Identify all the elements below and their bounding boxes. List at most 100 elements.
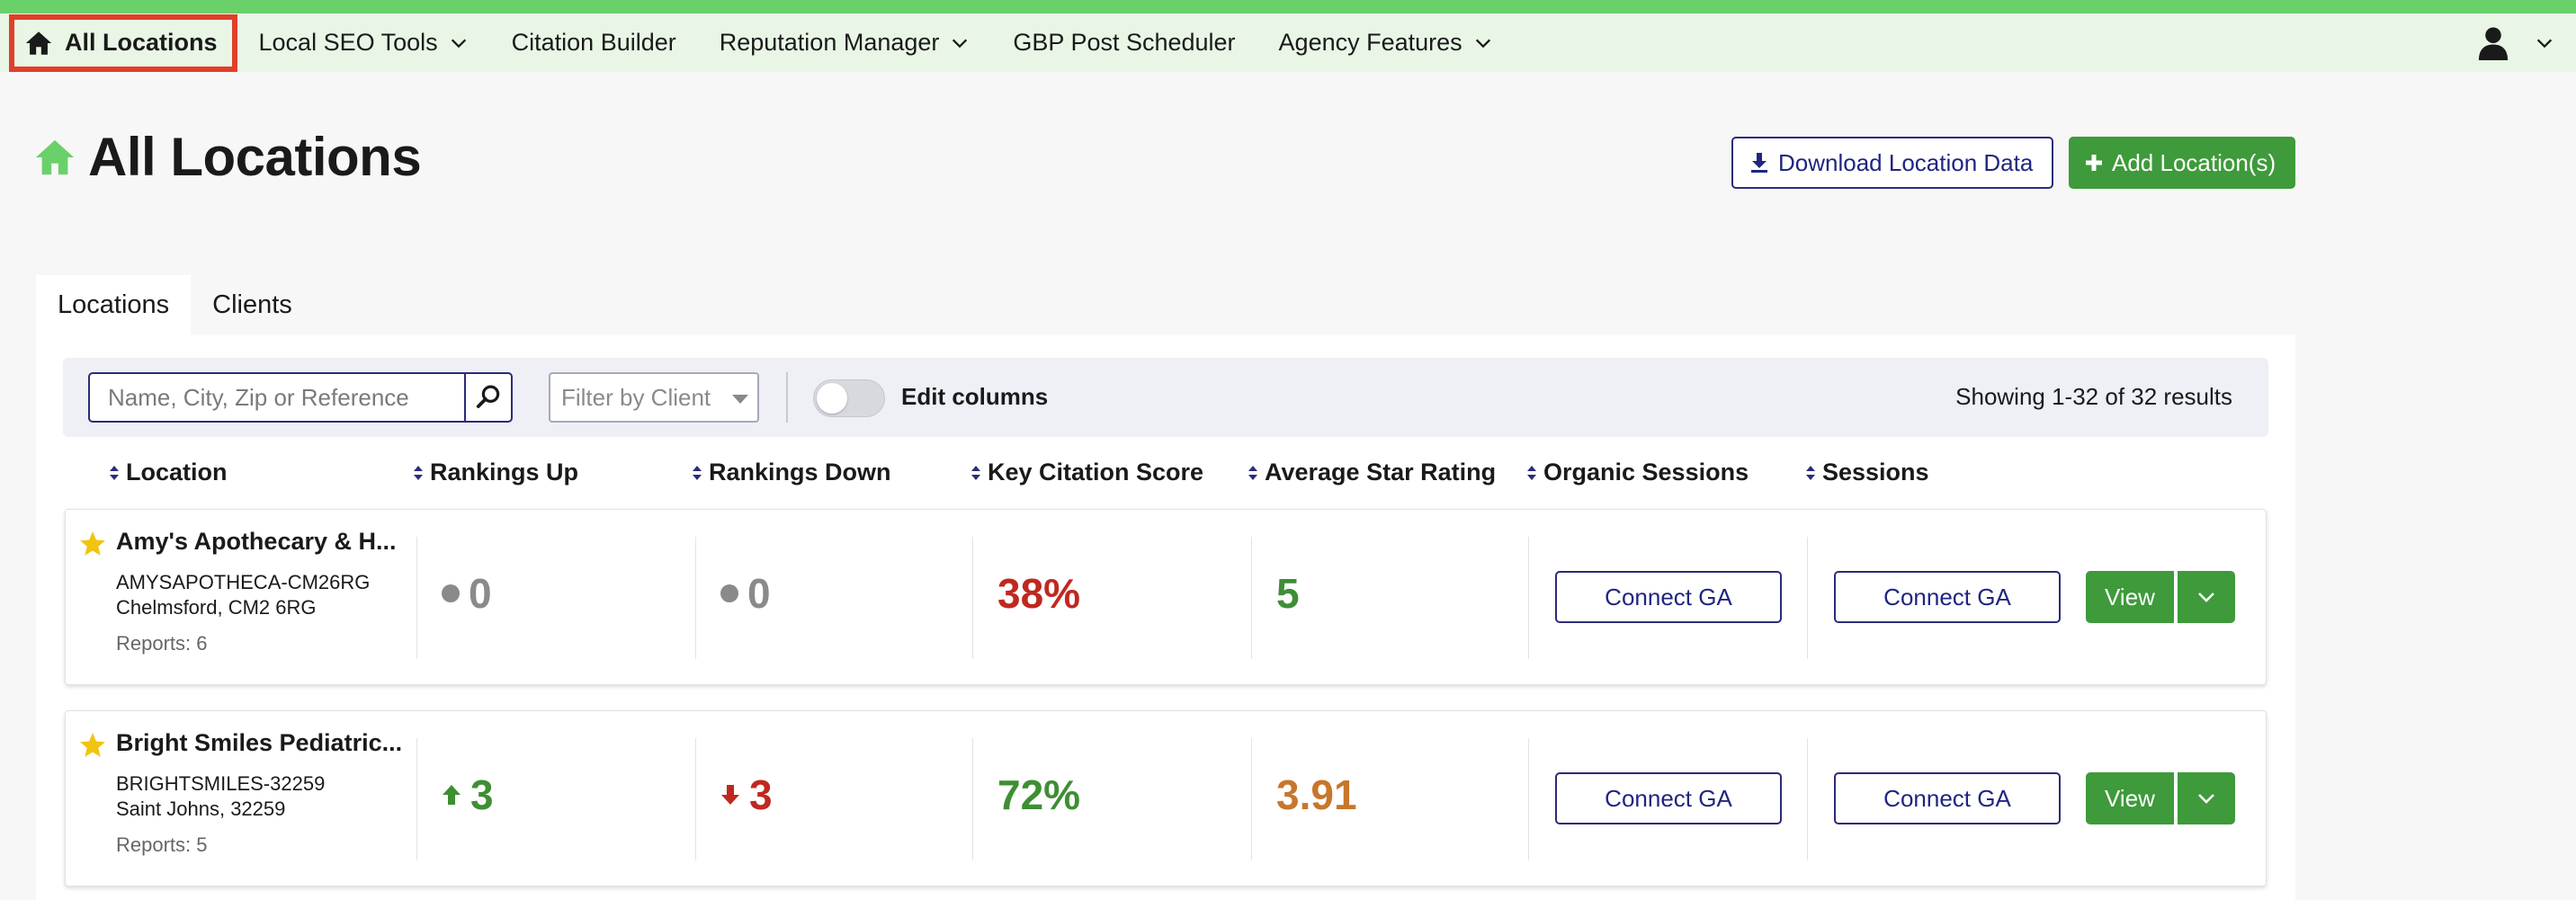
star-icon[interactable] bbox=[78, 731, 107, 760]
page-header: All Locations bbox=[34, 126, 422, 188]
col-header-rankings-down[interactable]: Rankings Down bbox=[693, 459, 891, 486]
citation-score-number: 72% bbox=[997, 771, 1081, 818]
sort-icon bbox=[971, 465, 980, 481]
star-icon[interactable] bbox=[78, 530, 107, 558]
chevron-down-icon bbox=[953, 39, 968, 48]
neutral-dot-icon bbox=[720, 584, 738, 602]
divider bbox=[972, 537, 973, 659]
download-icon bbox=[1751, 153, 1767, 173]
rankings-down-number: 3 bbox=[749, 771, 773, 818]
divider bbox=[1528, 537, 1529, 659]
chevron-down-icon bbox=[1475, 39, 1490, 48]
main-navbar: All Locations Local SEO Tools Citation B… bbox=[0, 13, 2576, 72]
tab-locations-label: Locations bbox=[58, 290, 170, 319]
divider bbox=[416, 738, 417, 860]
location-address: Chelmsford, CM2 6RG bbox=[116, 596, 317, 619]
row-actions-dropdown-button[interactable] bbox=[2178, 571, 2235, 623]
plus-icon bbox=[2086, 155, 2102, 171]
col-header-average-star-rating[interactable]: Average Star Rating bbox=[1248, 459, 1496, 486]
search-button[interactable] bbox=[464, 372, 513, 423]
nav-reputation-manager[interactable]: Reputation Manager bbox=[698, 13, 992, 72]
add-locations-button[interactable]: Add Location(s) bbox=[2069, 137, 2295, 189]
client-filter-select[interactable]: Filter by Client bbox=[549, 372, 759, 423]
edit-columns-toggle[interactable] bbox=[813, 379, 885, 417]
col-header-rankings-up[interactable]: Rankings Up bbox=[414, 459, 578, 486]
tab-bar: Locations Clients bbox=[36, 275, 314, 334]
divider bbox=[1528, 738, 1529, 860]
location-name[interactable]: Bright Smiles Pediatric... bbox=[116, 729, 403, 756]
nav-local-seo-tools[interactable]: Local SEO Tools bbox=[237, 13, 490, 72]
col-header-sessions[interactable]: Sessions bbox=[1806, 459, 1929, 486]
nav-all-locations[interactable]: All Locations bbox=[9, 13, 237, 72]
caret-down-icon bbox=[732, 395, 748, 404]
rankings-down-value: 3 bbox=[720, 771, 773, 819]
connect-ga-organic-button[interactable]: Connect GA bbox=[1555, 772, 1782, 824]
tab-clients[interactable]: Clients bbox=[191, 275, 314, 334]
location-reference: AMYSAPOTHECA-CM26RG bbox=[116, 571, 371, 593]
row-actions-dropdown-button[interactable] bbox=[2178, 772, 2235, 824]
rankings-up-value: 0 bbox=[442, 569, 492, 618]
divider bbox=[972, 738, 973, 860]
user-icon bbox=[2478, 26, 2509, 60]
sort-icon bbox=[1248, 465, 1257, 481]
arrow-down-icon bbox=[721, 785, 739, 805]
view-label: View bbox=[2105, 784, 2155, 812]
col-header-location[interactable]: Location bbox=[110, 459, 228, 486]
user-menu[interactable] bbox=[2477, 13, 2554, 72]
star-rating-number: 5 bbox=[1276, 570, 1300, 617]
nav-gbp-post-scheduler[interactable]: GBP Post Scheduler bbox=[991, 13, 1257, 72]
view-label: View bbox=[2105, 583, 2155, 610]
col-header-key-citation-score-label: Key Citation Score bbox=[988, 459, 1204, 486]
table-row: Bright Smiles Pediatric... BRIGHTSMILES-… bbox=[65, 710, 2267, 887]
locations-panel: Name, City, Zip or Reference Filter by C… bbox=[36, 334, 2295, 900]
connect-ga-organic-button[interactable]: Connect GA bbox=[1555, 571, 1782, 623]
location-name[interactable]: Amy's Apothecary & H... bbox=[116, 528, 397, 555]
view-button[interactable]: View bbox=[2086, 571, 2174, 623]
chevron-down-icon bbox=[2198, 794, 2214, 804]
divider bbox=[695, 738, 696, 860]
client-filter-placeholder: Filter by Client bbox=[561, 383, 711, 411]
tab-locations[interactable]: Locations bbox=[36, 275, 192, 334]
nav-agency-features-label: Agency Features bbox=[1278, 29, 1462, 56]
download-location-data-button[interactable]: Download Location Data bbox=[1731, 137, 2053, 189]
connect-ga-sessions-button[interactable]: Connect GA bbox=[1834, 772, 2061, 824]
nav-citation-builder[interactable]: Citation Builder bbox=[490, 13, 698, 72]
col-header-sessions-label: Sessions bbox=[1822, 459, 1929, 486]
col-header-organic-sessions[interactable]: Organic Sessions bbox=[1527, 459, 1749, 486]
nav-local-seo-tools-label: Local SEO Tools bbox=[258, 29, 438, 56]
search-icon bbox=[476, 385, 500, 408]
rankings-up-value: 3 bbox=[442, 771, 494, 819]
star-rating-number: 3.91 bbox=[1276, 771, 1357, 818]
sort-icon bbox=[693, 465, 702, 481]
arrow-up-icon bbox=[443, 785, 461, 805]
connect-ga-label: Connect GA bbox=[1883, 583, 2011, 610]
chevron-down-icon bbox=[2536, 39, 2553, 48]
view-button[interactable]: View bbox=[2086, 772, 2174, 824]
chevron-down-icon bbox=[2198, 593, 2214, 602]
nav-agency-features[interactable]: Agency Features bbox=[1257, 13, 1515, 72]
rankings-up-number: 3 bbox=[470, 771, 494, 818]
col-header-organic-sessions-label: Organic Sessions bbox=[1543, 459, 1749, 486]
divider bbox=[1807, 537, 1808, 659]
connect-ga-label: Connect GA bbox=[1883, 784, 2011, 812]
col-header-location-label: Location bbox=[126, 459, 228, 486]
divider bbox=[416, 537, 417, 659]
search-placeholder: Name, City, Zip or Reference bbox=[108, 383, 409, 411]
connect-ga-sessions-button[interactable]: Connect GA bbox=[1834, 571, 2061, 623]
home-icon bbox=[25, 31, 52, 55]
nav-reputation-manager-label: Reputation Manager bbox=[719, 29, 940, 56]
sort-icon bbox=[1806, 465, 1815, 481]
citation-score-value: 72% bbox=[997, 771, 1080, 819]
citation-score-value: 38% bbox=[997, 569, 1080, 618]
col-header-key-citation-score[interactable]: Key Citation Score bbox=[971, 459, 1203, 486]
sort-icon bbox=[414, 465, 423, 481]
results-count: Showing 1-32 of 32 results bbox=[1955, 383, 2232, 410]
toggle-knob bbox=[817, 383, 847, 414]
divider bbox=[1251, 738, 1252, 860]
neutral-dot-icon bbox=[442, 584, 460, 602]
col-header-rankings-up-label: Rankings Up bbox=[430, 459, 579, 486]
nav-gbp-post-scheduler-label: GBP Post Scheduler bbox=[1013, 29, 1236, 56]
search-input[interactable]: Name, City, Zip or Reference bbox=[88, 372, 466, 423]
col-header-average-star-rating-label: Average Star Rating bbox=[1265, 459, 1497, 486]
home-icon bbox=[35, 139, 75, 174]
